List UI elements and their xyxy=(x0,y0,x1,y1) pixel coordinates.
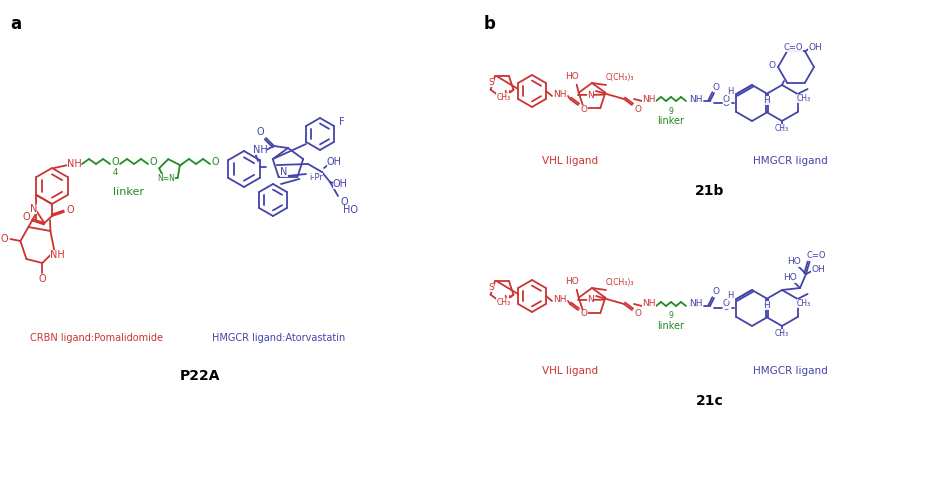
Text: OH: OH xyxy=(808,43,822,52)
Text: OH: OH xyxy=(326,157,341,167)
Text: NH: NH xyxy=(642,300,655,309)
Text: O: O xyxy=(581,105,587,114)
Text: CRBN ligand:Pomalidomide: CRBN ligand:Pomalidomide xyxy=(30,333,163,343)
Text: VHL ligand: VHL ligand xyxy=(542,366,598,376)
Text: P22A: P22A xyxy=(180,369,221,383)
Text: N: N xyxy=(587,91,593,100)
Text: C(CH₃)₃: C(CH₃)₃ xyxy=(605,73,635,82)
Text: F: F xyxy=(339,117,345,127)
Text: O: O xyxy=(769,61,775,70)
Text: b: b xyxy=(484,15,496,33)
Text: CH₃: CH₃ xyxy=(775,124,789,132)
Text: O: O xyxy=(66,205,74,215)
Text: HMGCR ligand: HMGCR ligand xyxy=(753,366,827,376)
Text: O: O xyxy=(23,212,30,222)
Text: a: a xyxy=(10,15,21,33)
Text: O: O xyxy=(722,99,730,108)
Text: O: O xyxy=(635,310,641,319)
Text: HMGCR ligand:Atorvastatin: HMGCR ligand:Atorvastatin xyxy=(212,333,345,343)
Text: N: N xyxy=(503,295,509,304)
Text: N: N xyxy=(503,90,509,99)
Text: O: O xyxy=(211,157,219,167)
Text: CH₃: CH₃ xyxy=(496,93,510,102)
Text: O: O xyxy=(635,105,641,114)
Text: H: H xyxy=(763,96,769,105)
Text: H: H xyxy=(727,292,734,301)
Text: 9: 9 xyxy=(669,107,673,116)
Text: C=O: C=O xyxy=(784,43,802,52)
Text: NH: NH xyxy=(642,95,655,104)
Text: NH: NH xyxy=(554,90,567,99)
Text: O: O xyxy=(149,157,157,167)
Text: O: O xyxy=(722,304,730,313)
Text: O: O xyxy=(340,197,348,207)
Text: CH₃: CH₃ xyxy=(797,94,811,103)
Text: linker: linker xyxy=(112,187,143,197)
Text: CH₃: CH₃ xyxy=(496,298,510,307)
Text: O: O xyxy=(1,234,8,244)
Text: NH: NH xyxy=(689,95,703,104)
Text: HO: HO xyxy=(565,72,579,81)
Text: O: O xyxy=(713,288,720,297)
Text: NH: NH xyxy=(554,295,567,304)
Text: HMGCR ligand: HMGCR ligand xyxy=(753,156,827,166)
Text: S: S xyxy=(488,283,494,292)
Text: H: H xyxy=(763,301,769,310)
Text: 21c: 21c xyxy=(696,394,724,408)
Text: NH: NH xyxy=(50,250,65,260)
Text: 4: 4 xyxy=(112,167,118,176)
Text: C=O: C=O xyxy=(806,252,826,261)
Text: S: S xyxy=(488,78,494,87)
Text: OH: OH xyxy=(811,266,825,275)
Text: O: O xyxy=(722,95,730,104)
Text: NH: NH xyxy=(67,159,81,169)
Text: O: O xyxy=(256,127,264,137)
Text: NH: NH xyxy=(253,145,268,155)
Text: 9: 9 xyxy=(669,312,673,321)
Text: O: O xyxy=(581,310,587,319)
Text: N: N xyxy=(280,167,288,177)
Text: HO: HO xyxy=(783,274,797,283)
Text: HO: HO xyxy=(342,205,357,215)
Text: O: O xyxy=(39,274,46,284)
Text: linker: linker xyxy=(657,116,685,126)
Text: HO: HO xyxy=(565,277,579,286)
Text: CH₃: CH₃ xyxy=(797,299,811,308)
Text: HO: HO xyxy=(787,258,801,267)
Text: C(CH₃)₃: C(CH₃)₃ xyxy=(605,278,635,287)
Text: CH₃: CH₃ xyxy=(775,329,789,338)
Text: i-Pr: i-Pr xyxy=(309,172,323,181)
Text: O: O xyxy=(111,157,119,167)
Text: H: H xyxy=(727,87,734,96)
Text: linker: linker xyxy=(657,321,685,331)
Text: N=N: N=N xyxy=(157,173,175,182)
Text: NH: NH xyxy=(689,300,703,309)
Text: N: N xyxy=(30,204,37,214)
Text: OH: OH xyxy=(333,179,348,189)
Text: O: O xyxy=(722,300,730,309)
Text: 21b: 21b xyxy=(695,184,724,198)
Text: VHL ligand: VHL ligand xyxy=(542,156,598,166)
Text: N: N xyxy=(587,296,593,305)
Text: O: O xyxy=(713,83,720,92)
